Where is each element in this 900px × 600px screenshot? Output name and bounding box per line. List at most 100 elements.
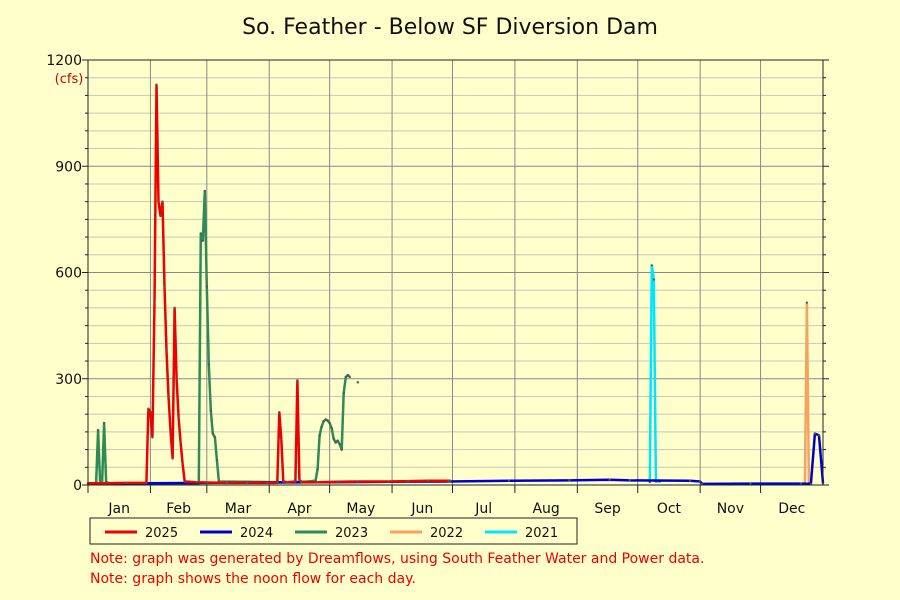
data-point-2025: [151, 436, 154, 439]
data-point-2023: [328, 421, 331, 425]
data-point-2024: [628, 479, 631, 482]
data-point-2024: [568, 479, 571, 482]
x-tick-label: Feb: [166, 501, 191, 517]
data-point-2023: [207, 363, 210, 366]
legend-label-2023: 2023: [335, 526, 368, 541]
data-point-2025: [276, 481, 279, 484]
data-point-2025: [316, 481, 319, 484]
data-point-2023: [96, 429, 100, 432]
data-point-2025: [171, 457, 174, 460]
x-tick-label: May: [346, 501, 375, 517]
data-point-2025: [125, 481, 128, 484]
data-point-2025: [175, 377, 178, 380]
data-point-2024: [749, 482, 752, 485]
x-tick-label: Nov: [717, 501, 744, 517]
data-point-2023: [103, 421, 106, 425]
data-point-2023: [322, 420, 325, 423]
data-point-2025: [427, 479, 430, 482]
data-point-2023: [201, 239, 204, 242]
data-point-2021: [652, 278, 655, 281]
y-tick-label: 900: [55, 159, 82, 175]
data-point-2024: [699, 480, 702, 483]
note-noon-flow: Note: graph shows the noon flow for each…: [90, 571, 416, 587]
series-line-2022: [803, 301, 811, 484]
legend: 2025 2024 2023 2022 2021: [89, 517, 578, 545]
data-point-2025: [447, 479, 450, 482]
data-point-2023: [209, 409, 212, 412]
note-source: Note: graph was generated by Dreamflows,…: [90, 551, 704, 567]
data-point-2025: [157, 200, 160, 203]
data-point-2024: [507, 479, 510, 482]
data-point-2025: [105, 482, 108, 485]
chart-title: So. Feather - Below SF Diversion Dam: [242, 15, 658, 40]
data-point-2025: [300, 481, 303, 484]
data-point-2023: [203, 189, 206, 193]
data-point-2025: [173, 306, 176, 310]
data-point-2025: [179, 441, 182, 444]
data-point-2022: [805, 301, 808, 304]
x-tick-label: Jan: [107, 501, 130, 517]
x-tick-label: Apr: [287, 501, 311, 517]
x-tick-label: Dec: [778, 501, 805, 517]
data-point-2023: [330, 427, 333, 430]
data-point-2025: [336, 480, 339, 483]
data-point-2023: [326, 419, 329, 422]
data-point-2023: [320, 425, 323, 428]
data-point-2025: [163, 285, 166, 288]
data-point-2025: [449, 479, 452, 482]
data-point-2025: [161, 200, 164, 203]
data-point-2025: [155, 83, 158, 86]
x-tick-label: Jun: [410, 501, 433, 517]
y-tick-label: 300: [55, 372, 82, 388]
data-point-2023: [205, 285, 208, 288]
data-point-2025: [153, 301, 156, 304]
legend-label-2021: 2021: [525, 526, 558, 541]
stray-data-point: [356, 380, 360, 384]
data-point-2025: [296, 379, 299, 382]
data-point-2025: [386, 480, 390, 483]
data-point-2024: [809, 482, 813, 486]
x-tick-label: Aug: [532, 501, 559, 517]
data-point-2023: [342, 391, 345, 395]
data-point-2025: [282, 480, 285, 483]
data-point-2025: [286, 481, 289, 484]
data-point-2024: [817, 434, 821, 437]
data-point-2023: [199, 232, 202, 235]
data-point-2025: [149, 411, 152, 414]
legend-label-2024: 2024: [240, 526, 273, 541]
data-point-2025: [225, 481, 229, 484]
data-point-2025: [298, 478, 301, 481]
data-point-2023: [346, 374, 349, 377]
data-point-2025: [195, 481, 198, 484]
data-point-2025: [145, 481, 148, 484]
data-point-2023: [332, 437, 335, 441]
data-point-2025: [205, 481, 208, 484]
data-point-2025: [407, 480, 410, 483]
legend-label-2022: 2022: [430, 526, 463, 541]
data-point-2023: [324, 418, 327, 421]
data-point-2025: [356, 480, 359, 483]
data-point-2025: [183, 480, 186, 483]
data-point-2024: [813, 432, 817, 435]
series-group: [86, 83, 825, 486]
y-tick-label: 600: [55, 266, 82, 282]
series-line-2023: [88, 189, 351, 485]
x-tick-label: Mar: [225, 501, 252, 517]
data-point-2024: [799, 482, 802, 485]
data-point-2025: [165, 349, 168, 352]
data-point-2023: [338, 443, 341, 446]
data-point-2025: [159, 214, 162, 217]
data-point-2023: [334, 441, 337, 444]
data-point-2023: [215, 459, 218, 462]
x-tick-label: Sep: [594, 501, 621, 517]
data-point-2023: [340, 448, 343, 451]
data-point-2025: [169, 430, 172, 433]
data-point-2024: [688, 479, 692, 482]
data-point-2023: [316, 467, 319, 471]
data-point-2023: [336, 439, 339, 442]
data-point-2025: [266, 481, 269, 484]
data-point-2021: [650, 264, 653, 267]
data-point-2025: [167, 395, 170, 398]
data-point-2025: [294, 480, 297, 483]
